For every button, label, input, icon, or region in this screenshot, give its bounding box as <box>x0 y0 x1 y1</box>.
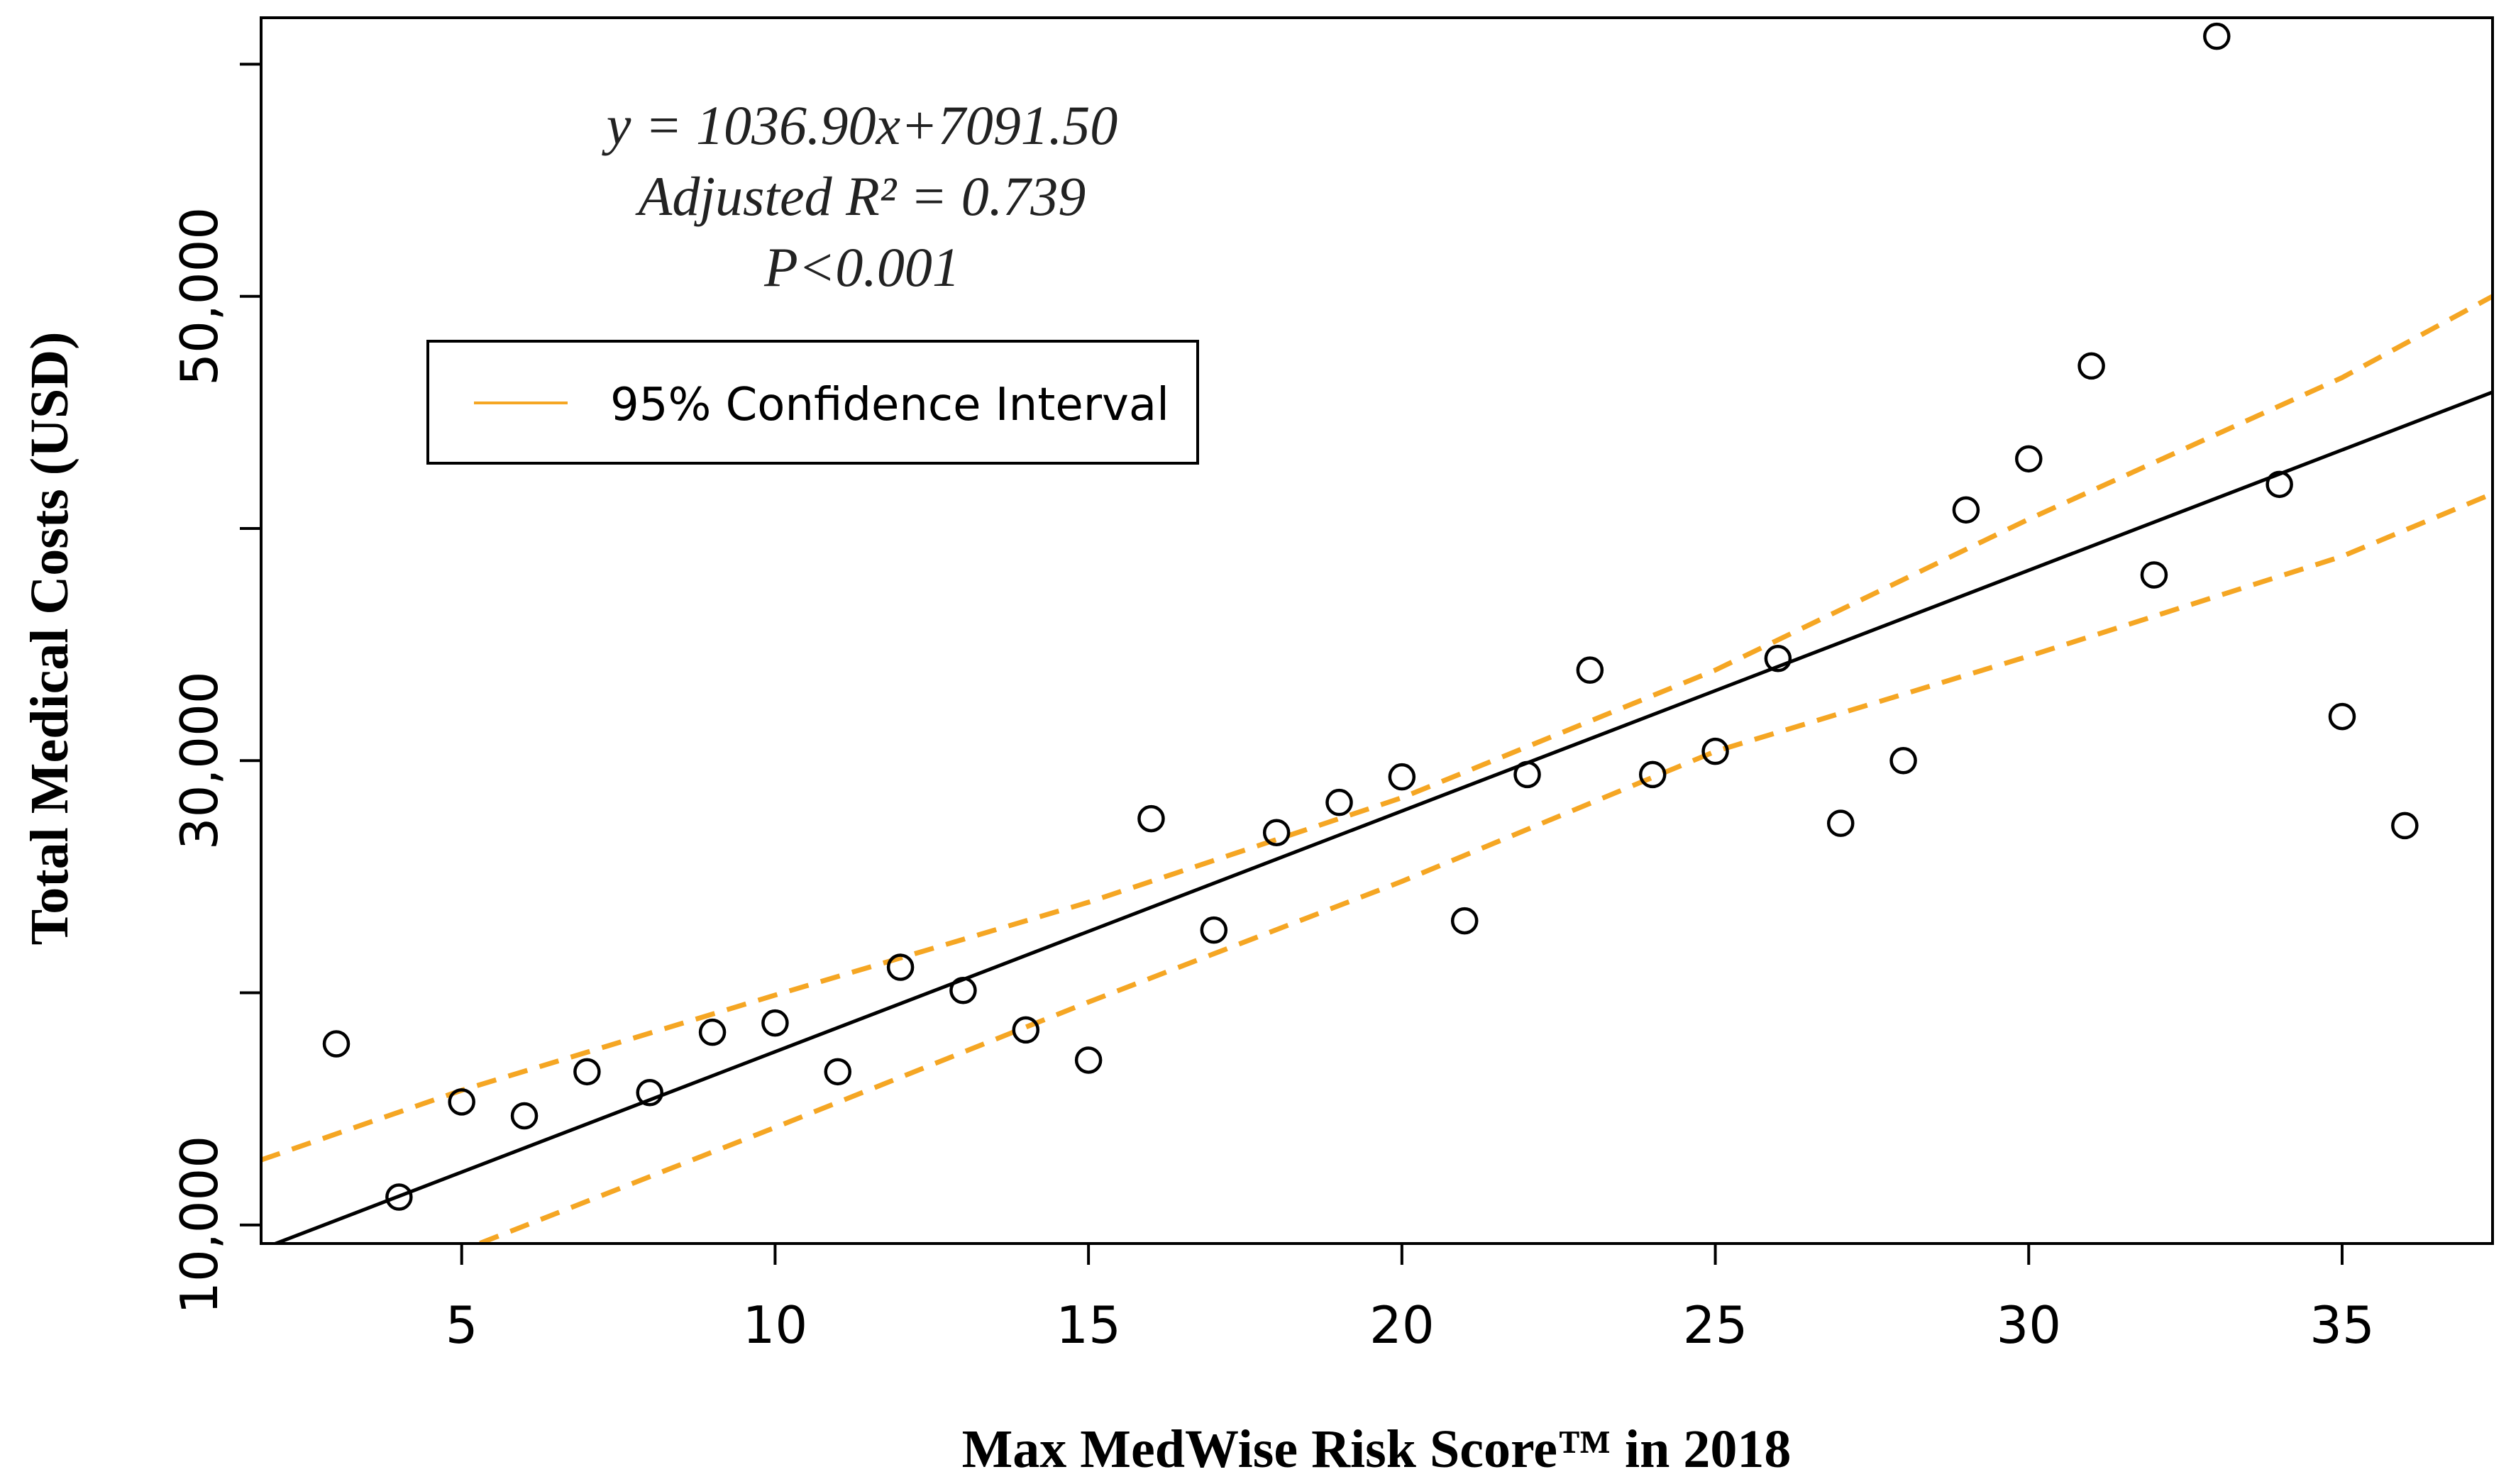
data-point <box>1513 760 1541 789</box>
data-point <box>761 1009 789 1037</box>
regression-annotation: y = 1036.90x+7091.50 Adjusted R² = 0.739… <box>602 94 1118 298</box>
data-point <box>2077 352 2105 380</box>
x-tick-label: 10 <box>743 1295 808 1355</box>
data-point <box>1325 788 1353 816</box>
y-tick-label: 10,000 <box>170 1136 229 1314</box>
data-point <box>698 1018 727 1046</box>
data-point <box>1074 1046 1103 1074</box>
x-tick-label: 5 <box>446 1295 478 1355</box>
data-point <box>1889 747 1917 775</box>
data-point <box>510 1102 539 1130</box>
p-value: P<0.001 <box>763 236 960 298</box>
data-point <box>573 1058 601 1086</box>
x-axis-title: Max MedWise Risk Score™ in 2018 <box>962 1419 1792 1479</box>
y-axis-title: Total Medical Costs (USD) <box>20 332 79 946</box>
data-point <box>322 1030 351 1058</box>
x-tick-label: 35 <box>2309 1295 2375 1355</box>
data-point <box>385 1183 413 1211</box>
data-point <box>2015 445 2043 473</box>
plot-frame <box>260 16 2494 1245</box>
regression-equation: y = 1036.90x+7091.50 <box>602 94 1118 156</box>
x-tick-label: 20 <box>1369 1295 1435 1355</box>
data-point <box>1638 760 1667 789</box>
regression-line <box>270 390 2493 1244</box>
legend: 95% Confidence Interval <box>426 340 1199 465</box>
data-point <box>1137 804 1165 833</box>
y-axis: 10,000 30,000 50,000 <box>170 62 261 1314</box>
ci-lower-line <box>473 491 2493 1244</box>
data-point <box>1826 809 1855 837</box>
x-tick-label: 30 <box>1996 1295 2061 1355</box>
adjusted-r-squared: Adjusted R² = 0.739 <box>635 165 1086 227</box>
data-point <box>1701 737 1729 765</box>
data-point <box>1952 496 1980 524</box>
data-point <box>824 1058 852 1086</box>
data-point <box>1200 916 1228 944</box>
x-tick-label: 25 <box>1683 1295 1748 1355</box>
data-point <box>949 977 977 1004</box>
y-tick-label: 50,000 <box>170 207 229 386</box>
x-tick-label: 15 <box>1056 1295 1121 1355</box>
data-point <box>886 953 915 981</box>
data-point <box>2203 22 2231 50</box>
x-axis: 5 10 15 20 25 30 35 <box>446 1244 2375 1355</box>
confidence-band-layer <box>261 294 2493 1244</box>
data-point <box>1262 819 1291 846</box>
data-point <box>2266 470 2293 499</box>
y-tick-label: 30,000 <box>170 671 229 850</box>
data-point <box>1012 1016 1040 1044</box>
regression-layer <box>270 390 2493 1244</box>
data-point <box>2328 702 2356 731</box>
data-point <box>1764 645 1792 672</box>
data-point <box>1576 656 1604 684</box>
data-point <box>1388 763 1416 791</box>
data-point <box>1450 907 1479 935</box>
data-point <box>448 1088 475 1116</box>
legend-label: 95% Confidence Interval <box>610 379 1169 431</box>
data-point <box>2140 561 2168 589</box>
points-layer <box>322 22 2419 1211</box>
data-point <box>2391 812 2419 840</box>
data-point <box>636 1079 663 1107</box>
